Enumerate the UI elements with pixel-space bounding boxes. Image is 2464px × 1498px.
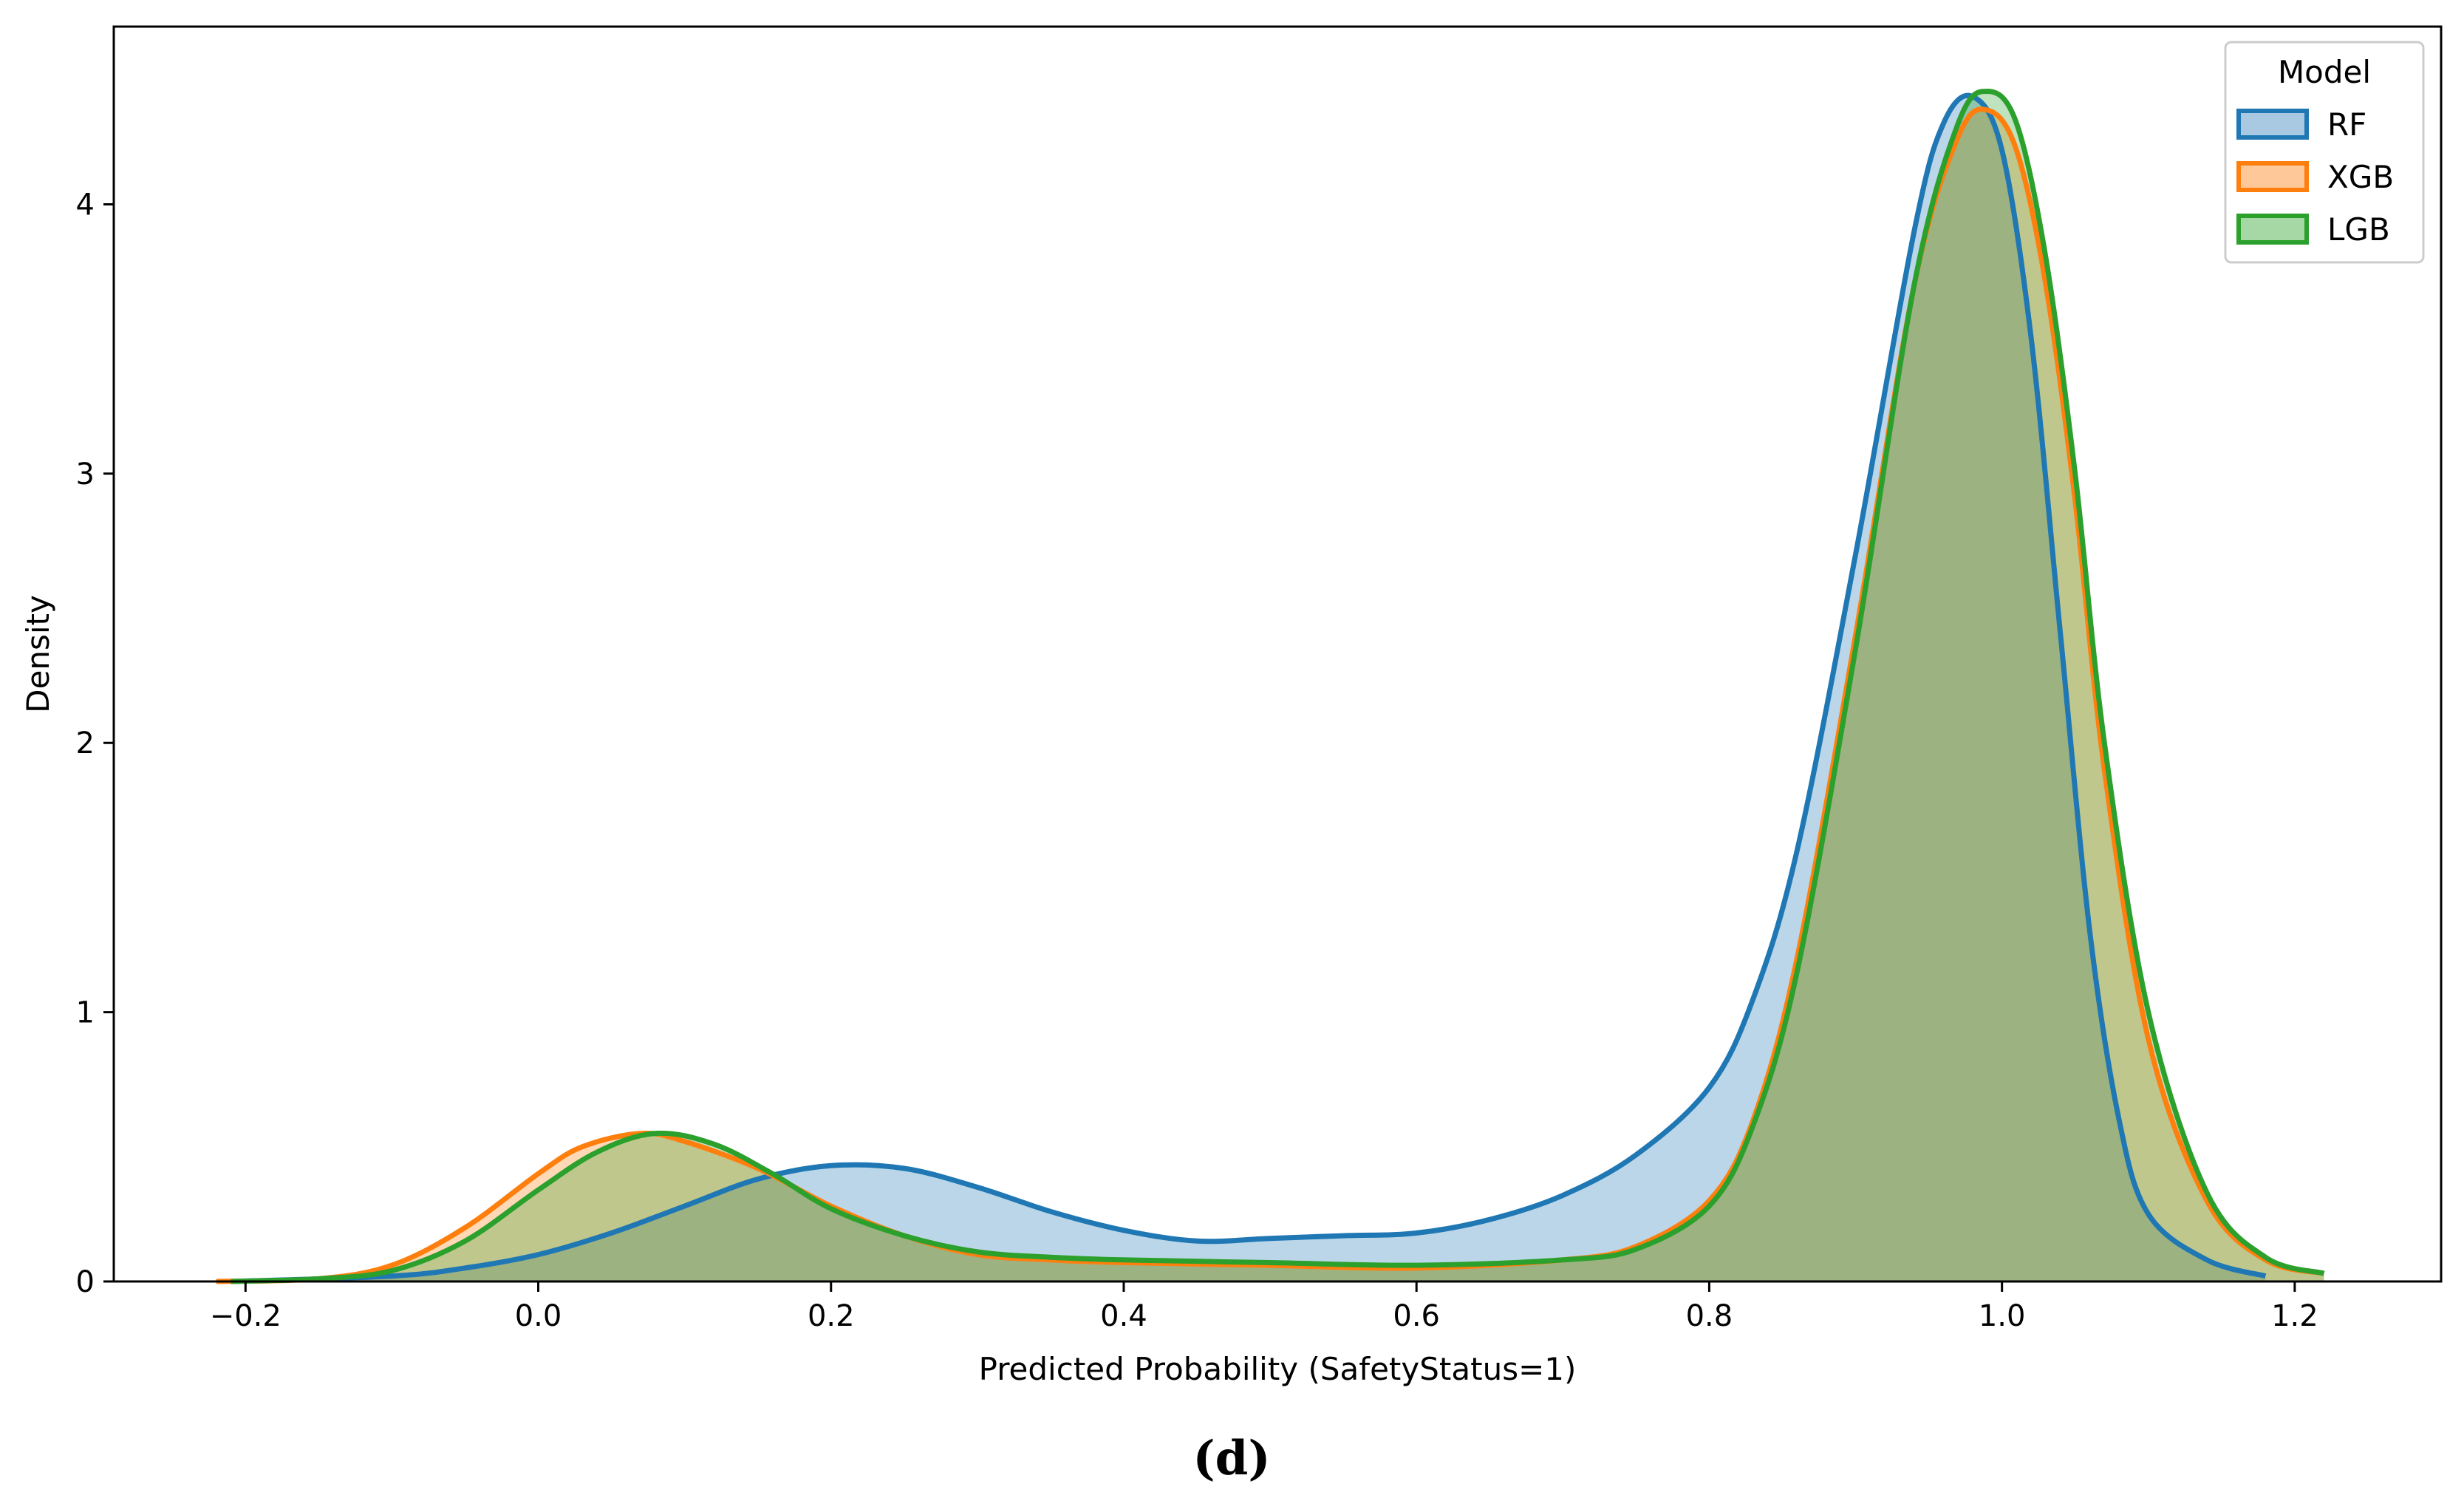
x-tick-label: 0.4	[1100, 1299, 1147, 1333]
density-line-rf	[231, 92, 2267, 1284]
x-tick-label: 0.6	[1393, 1299, 1440, 1333]
legend-box	[2224, 41, 2425, 264]
x-tick-label: 0.2	[808, 1299, 855, 1333]
legend-label-xgb: XGB	[2327, 159, 2394, 195]
x-tick-label: 1.2	[2271, 1299, 2318, 1333]
y-axis-label: Density	[20, 595, 56, 713]
x-axis-label: Predicted Probability (SafetyStatus=1)	[979, 1351, 1577, 1387]
density-lines	[216, 89, 2325, 1284]
legend-title: Model	[2278, 54, 2371, 90]
legend-swatch-rf	[2236, 109, 2309, 140]
y-tick-label: 2	[76, 726, 95, 760]
legend-label-lgb: LGB	[2327, 211, 2390, 248]
density-area-xgb	[216, 109, 2324, 1282]
x-tick-label: −0.2	[210, 1299, 281, 1333]
y-axis-ticks: 0 1 2 3 4	[76, 188, 114, 1299]
density-line-lgb	[231, 89, 2325, 1284]
plot-area-frame	[112, 25, 2443, 1283]
density-fills	[216, 91, 2324, 1282]
y-tick-label: 1	[76, 996, 95, 1030]
x-tick-label: 0.8	[1686, 1299, 1733, 1333]
x-tick-label: 0.0	[515, 1299, 562, 1333]
x-axis-ticks: −0.2 0.0 0.2 0.4 0.6 0.8 1.0 1.2	[210, 1281, 2318, 1333]
density-area-rf	[231, 95, 2266, 1281]
y-tick-label: 3	[76, 457, 95, 491]
legend-swatch-lgb	[2236, 214, 2309, 245]
figure-caption: (d)	[1192, 1431, 1270, 1486]
legend: Model RF XGB LGB	[2224, 41, 2425, 264]
y-tick-label: 0	[76, 1265, 95, 1299]
legend-swatch-xgb	[2236, 161, 2309, 192]
y-tick-label: 4	[76, 188, 95, 222]
legend-label-rf: RF	[2327, 106, 2366, 143]
density-area-lgb	[231, 91, 2324, 1281]
x-tick-label: 1.0	[1979, 1299, 2026, 1333]
